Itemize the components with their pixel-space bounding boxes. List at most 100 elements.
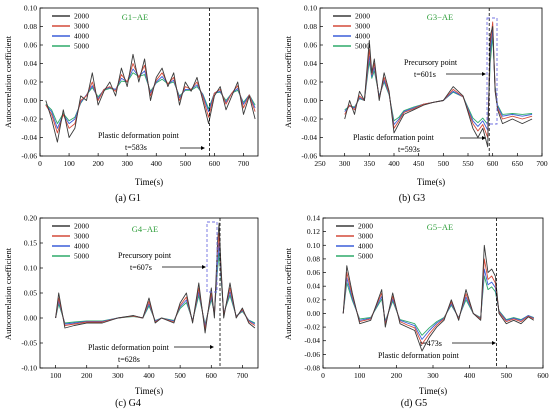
g1-xtick-label: 400 bbox=[151, 159, 163, 168]
g1-legend-label-2000: 2000 bbox=[74, 12, 89, 21]
g4-xtick-label: 200 bbox=[81, 371, 93, 380]
g5-xlabel: Time(s) bbox=[419, 386, 447, 396]
g3-ytick-label: 0.04 bbox=[304, 59, 317, 68]
g4-ytick-label: 0.15 bbox=[24, 239, 37, 248]
g3-xtick-label: 650 bbox=[512, 159, 524, 168]
g3-xtick-label: 350 bbox=[364, 159, 376, 168]
g5-series-5000-line bbox=[342, 275, 534, 336]
g3-series-5000-line bbox=[344, 35, 533, 125]
g1-xtick-label: 500 bbox=[180, 159, 192, 168]
g3-xtick-label: 600 bbox=[487, 159, 499, 168]
g1-ticks: 0 100 200 300 400 500 600 700 -0.06 -0.04 -0.02 0.0… bbox=[21, 4, 249, 169]
g1-legend-label-4000: 4000 bbox=[74, 32, 89, 41]
g5-xtick-label: 400 bbox=[464, 371, 476, 380]
g4-xlabel: Time(s) bbox=[135, 386, 163, 396]
g4-ytick-label: -0.05 bbox=[21, 339, 37, 348]
g5-xtick-label: 100 bbox=[354, 371, 366, 380]
g3-ytick-label: 0.06 bbox=[304, 41, 317, 50]
g1-xtick-label: 0 bbox=[38, 159, 42, 168]
g1-ytick-label: 0.10 bbox=[24, 4, 37, 13]
g1-caption: (a) G1 bbox=[115, 193, 141, 204]
panel-g5: Autocorrelation coefficient 0 100 200 300 40… bbox=[283, 214, 549, 410]
g3-xtick-label: 250 bbox=[314, 159, 326, 168]
g5-legend-label-2000: 2000 bbox=[358, 222, 373, 231]
g1-ytick-label: 0.06 bbox=[24, 41, 37, 50]
g5-xtick-label: 500 bbox=[501, 371, 513, 380]
g3-xlabel: Time(s) bbox=[417, 177, 445, 187]
g1-annotation-plastic-time: t=583s bbox=[125, 143, 147, 152]
g5-ytick-label: 0.02 bbox=[307, 295, 320, 304]
g1-xtick-label: 700 bbox=[238, 159, 250, 168]
g5-series-lines bbox=[342, 244, 535, 352]
g1-ytick-label: -0.06 bbox=[21, 152, 37, 161]
g1-ytick-label: -0.02 bbox=[21, 115, 37, 124]
g1-ylabel: Autocorrelation coefficient bbox=[3, 35, 13, 128]
g4-series-2000-line bbox=[55, 222, 256, 334]
g5-series-3000-line bbox=[342, 258, 534, 345]
g3-annotation-plastic-time: t=593s bbox=[398, 145, 420, 154]
g3-annotation-precursory-time: t=601s bbox=[414, 70, 436, 79]
g5-annotation-plastic-time: t=473s bbox=[420, 339, 442, 348]
g4-series-lines bbox=[55, 222, 256, 334]
g1-xtick-label: 200 bbox=[93, 159, 105, 168]
g3-legend-label-2000: 2000 bbox=[355, 12, 370, 21]
g5-ytick-label: -0.02 bbox=[304, 323, 320, 332]
panel-g3: Autocorrelation coefficient 250 300 350 400… bbox=[283, 4, 548, 205]
g4-xtick-label: 600 bbox=[206, 371, 218, 380]
g4-precursory-arrow-head bbox=[202, 265, 206, 269]
g4-caption: (c) G4 bbox=[115, 398, 141, 409]
g5-xtick-label: 600 bbox=[537, 371, 549, 380]
g3-xtick-label: 400 bbox=[388, 159, 400, 168]
g5-ylabel: Autocorrelation coefficient bbox=[283, 247, 293, 340]
g3-series-2000-line bbox=[344, 26, 533, 148]
g1-series-lines bbox=[45, 53, 256, 143]
g3-ticks: 250 300 350 400 450 500 550 600 650 700 -0.06 -0.04… bbox=[301, 4, 548, 169]
g3-xtick-label: 700 bbox=[536, 159, 548, 168]
g3-series-4000-line bbox=[344, 27, 533, 131]
g4-annotation-precursory-label: Precursory point bbox=[118, 251, 172, 260]
g3-annotation-precursory-label: Precursory point bbox=[404, 58, 458, 67]
g3-annotation-plastic-label: Plastic deformation point bbox=[353, 133, 435, 142]
g5-series-4000-line bbox=[342, 268, 534, 340]
g5-ytick-label: 0.06 bbox=[307, 268, 320, 277]
g5-ytick-label: 0.14 bbox=[307, 214, 320, 223]
g3-precursory-arrow-head bbox=[482, 72, 486, 76]
g1-annotation-plastic-label: Plastic deformation point bbox=[98, 131, 180, 140]
g4-ytick-label: 0.05 bbox=[24, 289, 37, 298]
g4-series-5000-line bbox=[55, 252, 256, 325]
g5-ytick-label: -0.04 bbox=[304, 336, 320, 345]
g5-title: G5−AE bbox=[427, 222, 454, 232]
g1-ytick-label: -0.04 bbox=[21, 133, 37, 142]
g5-ytick-label: 0.12 bbox=[307, 227, 320, 236]
g5-ytick-label: -0.08 bbox=[304, 364, 320, 373]
g3-ytick-label: -0.06 bbox=[301, 152, 317, 161]
g4-ytick-label: 0.20 bbox=[24, 214, 37, 223]
g4-ytick-label: -0.10 bbox=[21, 364, 37, 373]
g1-ytick-label: 0.00 bbox=[24, 96, 37, 105]
g3-series-3000-line bbox=[344, 21, 533, 138]
g4-precursory-highlight-box bbox=[206, 221, 218, 293]
g4-xtick-label: 500 bbox=[175, 371, 187, 380]
g1-ytick-label: 0.04 bbox=[24, 59, 37, 68]
g3-xtick-label: 450 bbox=[413, 159, 425, 168]
g4-legend-label-2000: 2000 bbox=[74, 222, 89, 231]
g5-annotation-plastic-label: Plastic deformation point bbox=[378, 351, 460, 360]
g3-ytick-label: -0.02 bbox=[301, 115, 317, 124]
g3-ytick-label: 0.10 bbox=[304, 4, 317, 13]
g1-ytick-label: 0.08 bbox=[24, 22, 37, 31]
g3-legend-label-5000: 5000 bbox=[355, 42, 370, 51]
g3-legend-label-4000: 4000 bbox=[355, 32, 370, 41]
g3-xtick-label: 550 bbox=[462, 159, 474, 168]
g1-xtick-label: 600 bbox=[209, 159, 221, 168]
g3-ytick-label: 0.00 bbox=[304, 96, 317, 105]
g4-legend-label-4000: 4000 bbox=[74, 242, 89, 251]
g1-series-3000-line bbox=[45, 63, 256, 134]
g4-xtick-label: 400 bbox=[143, 371, 155, 380]
g4-legend-label-3000: 3000 bbox=[74, 232, 89, 241]
g5-legend-label-4000: 4000 bbox=[358, 242, 373, 251]
g4-xtick-label: 700 bbox=[237, 371, 249, 380]
g3-plastic-arrow-head bbox=[482, 136, 486, 140]
g5-ticks: 0 100 200 300 400 500 600 -0.08 -0.06 -0.04 -0.02 0… bbox=[304, 214, 549, 381]
